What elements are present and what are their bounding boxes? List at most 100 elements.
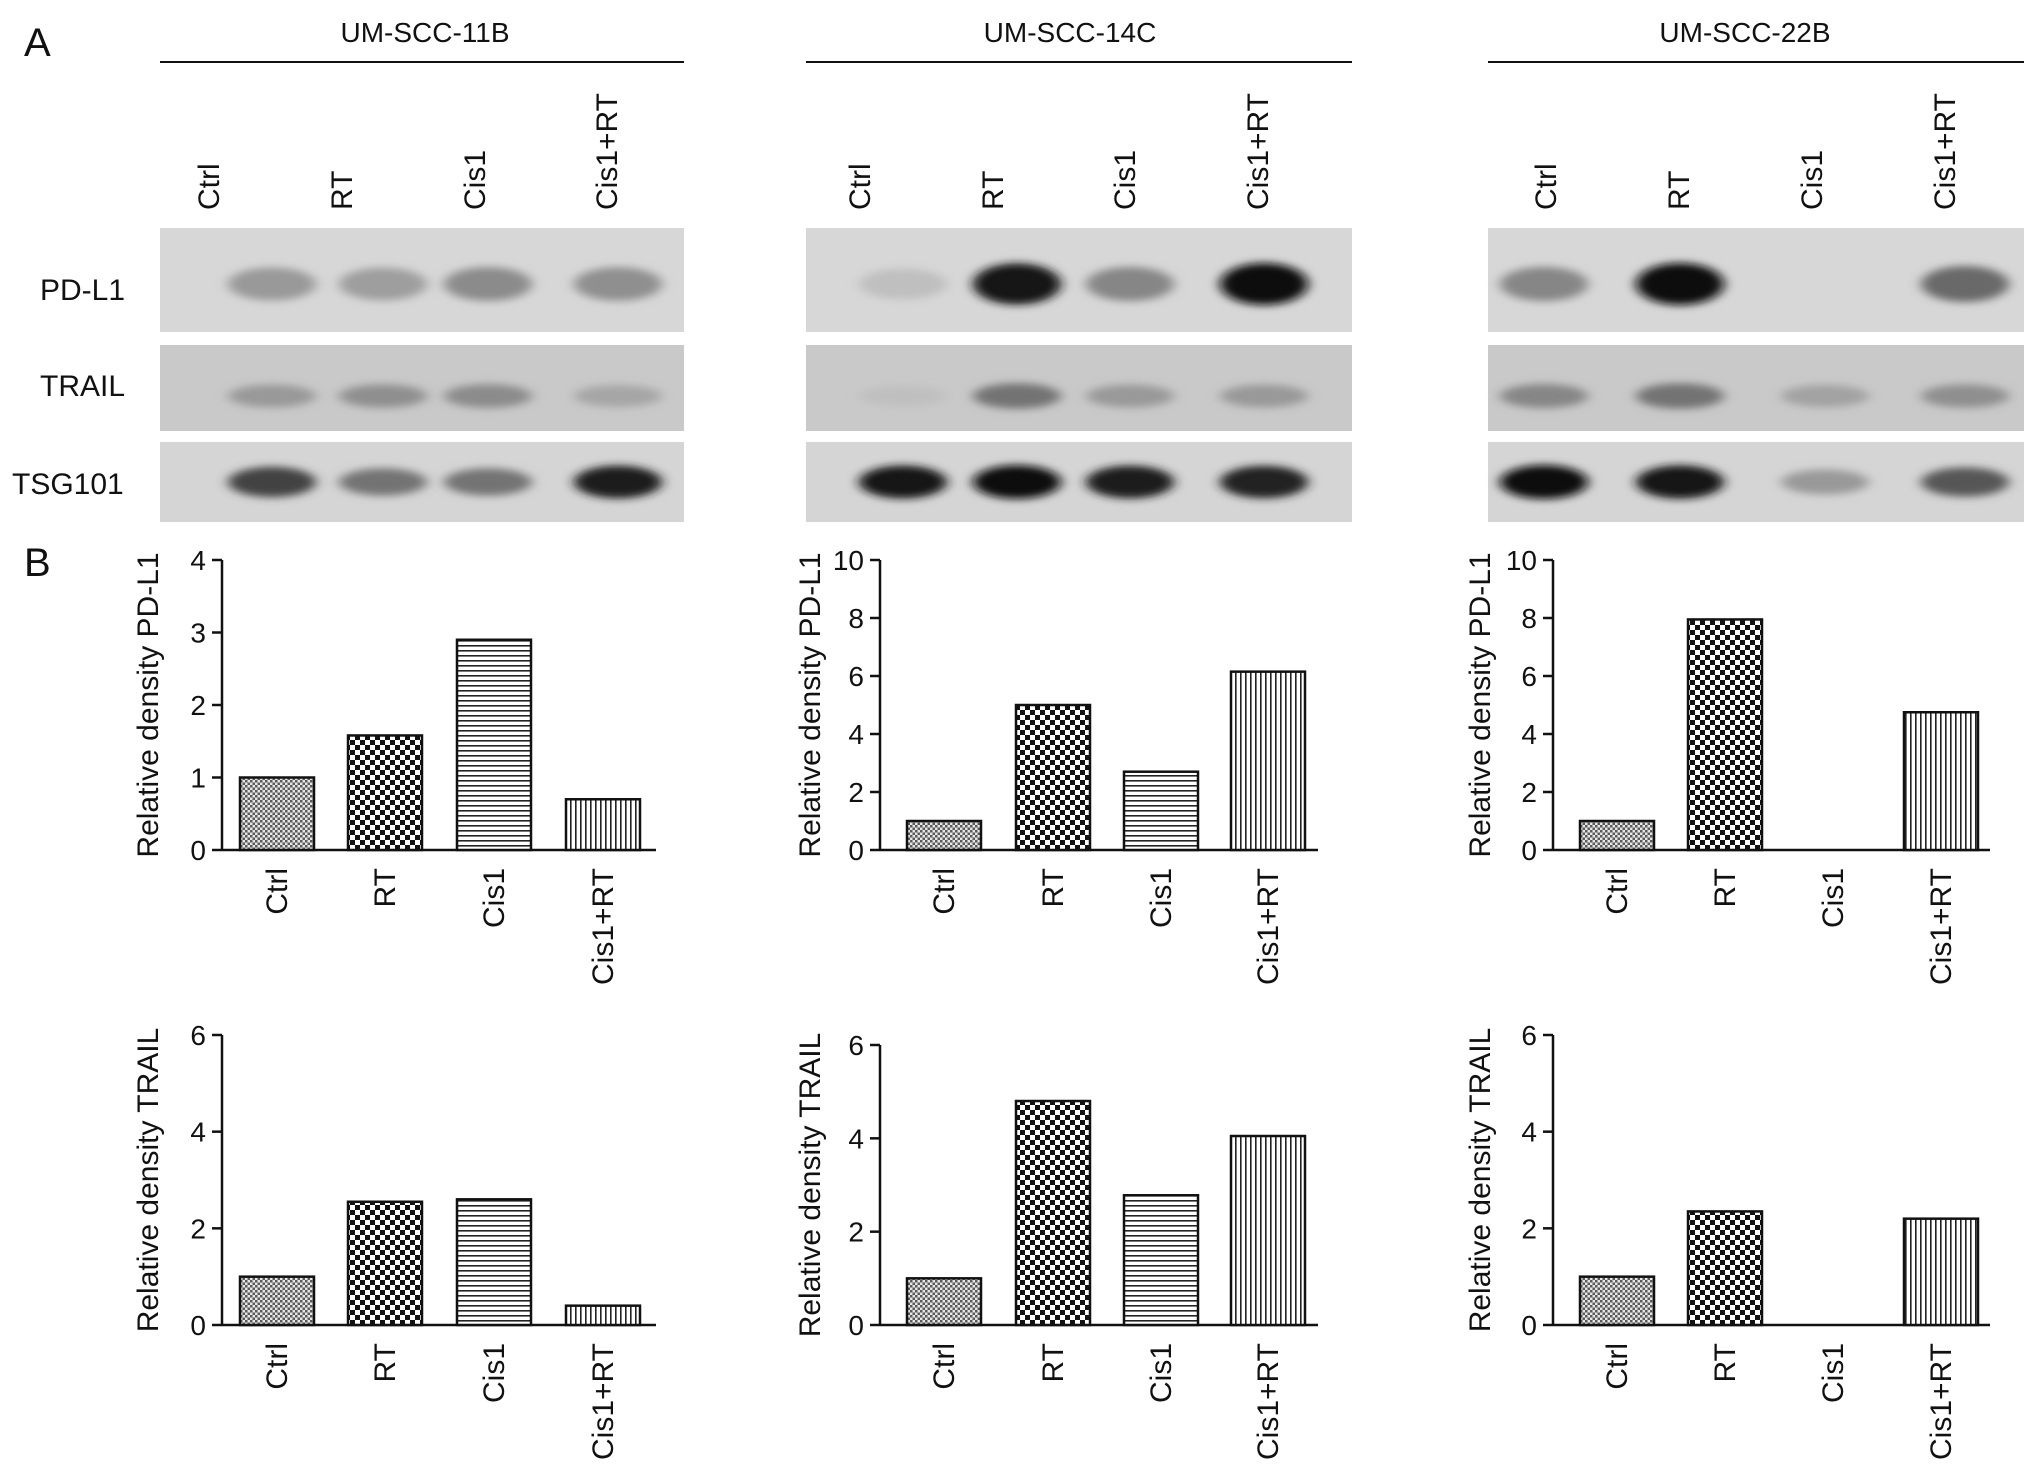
- x-tick-label: Cis1: [478, 1343, 511, 1403]
- cell-line-header: UM-SCC-22B: [1488, 17, 2024, 63]
- bar: [1014, 1099, 1092, 1327]
- lane-label: Cis1+RT: [591, 93, 624, 210]
- x-tick-label: Ctrl: [261, 868, 294, 915]
- y-tick-label: 2: [190, 690, 206, 721]
- y-tick-label: 8: [848, 603, 864, 634]
- y-tick-label: 4: [848, 1123, 864, 1154]
- x-tick-label: Ctrl: [928, 1343, 961, 1390]
- lane-label: Ctrl: [1530, 163, 1563, 210]
- bar: [1229, 1134, 1307, 1327]
- blot-strip: [1488, 345, 2024, 431]
- lane-label: Cis1: [459, 150, 492, 210]
- blot-lane-labels: Ctrl RT Cis1 Cis1+RT Ctrl RT Cis1 Cis1+R…: [193, 93, 1962, 210]
- bar: [346, 734, 424, 852]
- blot-row-label: TRAIL: [40, 370, 125, 403]
- x-tick-label: Ctrl: [1601, 868, 1634, 915]
- panel-a-label: A: [24, 21, 51, 65]
- bar: [1902, 1217, 1980, 1327]
- x-tick-label: Cis1+RT: [1925, 1343, 1958, 1460]
- x-tick-label: RT: [369, 1343, 402, 1382]
- blot-band: [574, 465, 662, 499]
- cell-line-header: UM-SCC-14C: [806, 17, 1352, 63]
- blot-row-label: TSG101: [12, 468, 124, 501]
- x-tick-label: RT: [1709, 868, 1742, 907]
- x-tick-label: Cis1+RT: [1925, 868, 1958, 985]
- y-axis-label: Relative density TRAIL: [132, 1028, 165, 1333]
- lane-label: Cis1+RT: [1242, 93, 1275, 210]
- x-tick-label: Cis1+RT: [587, 1343, 620, 1460]
- blot-strip: [806, 442, 1352, 522]
- y-tick-label: 8: [1521, 603, 1537, 634]
- blot-strip: [160, 442, 684, 522]
- bar: [346, 1200, 424, 1327]
- blot-band: [1220, 263, 1308, 305]
- bar-chart: 0 2 4 6 Relative density TRAIL Ctrl RT Cis1 Cis1…: [1464, 1020, 1990, 1460]
- blot-band: [444, 384, 532, 408]
- x-tick-label: Ctrl: [928, 868, 961, 915]
- bar: [1229, 670, 1307, 852]
- cell-line-title: UM-SCC-14C: [984, 17, 1157, 48]
- blot-band: [1220, 465, 1308, 499]
- blot-band: [339, 384, 427, 408]
- bar: [1122, 1194, 1200, 1327]
- x-tick-label: Cis1: [1817, 1343, 1850, 1403]
- blot-band: [1086, 266, 1174, 302]
- y-tick-label: 2: [1521, 777, 1537, 808]
- lane-label: RT: [977, 171, 1010, 210]
- lane-label: Cis1+RT: [1929, 93, 1962, 210]
- bar: [1686, 618, 1764, 852]
- y-tick-label: 0: [1521, 835, 1537, 866]
- bar: [238, 776, 316, 852]
- bar: [1686, 1210, 1764, 1327]
- x-tick-label: Ctrl: [1601, 1343, 1634, 1390]
- x-tick-label: RT: [1037, 1343, 1070, 1382]
- bar-chart: 0 2 4 6 Relative density TRAIL Ctrl RT Cis1 Cis1…: [132, 1020, 656, 1460]
- x-tick-label: Ctrl: [261, 1343, 294, 1390]
- blot-band: [574, 384, 662, 408]
- blot-band: [1086, 465, 1174, 499]
- blot-band: [1781, 384, 1869, 408]
- blot-band: [1086, 384, 1174, 408]
- bar-charts: 0 1 2 3 4 Relative density PD-L1 Ctrl RT Cis1 Cis…: [132, 545, 1990, 1460]
- blot-band: [1636, 465, 1724, 499]
- blot-band: [859, 385, 947, 407]
- blot-band: [973, 383, 1061, 409]
- y-axis-label: Relative density TRAIL: [794, 1033, 827, 1338]
- y-tick-label: 0: [848, 835, 864, 866]
- bar: [1578, 1275, 1656, 1327]
- bar: [238, 1275, 316, 1327]
- lane-label: Cis1: [1796, 150, 1829, 210]
- blot-band: [228, 466, 316, 498]
- bar: [905, 819, 983, 852]
- y-tick-label: 4: [190, 1117, 206, 1148]
- lane-label: Ctrl: [193, 163, 226, 210]
- x-tick-label: Cis1+RT: [1252, 1343, 1285, 1460]
- y-tick-label: 6: [1521, 1020, 1537, 1051]
- x-tick-label: RT: [1709, 1343, 1742, 1382]
- y-tick-label: 0: [190, 1310, 206, 1341]
- x-tick-label: Cis1: [1145, 868, 1178, 928]
- blot-band: [859, 465, 947, 499]
- blot-band: [1500, 383, 1588, 409]
- bar: [455, 638, 533, 852]
- western-blot-strips: [160, 228, 2024, 522]
- y-tick-label: 2: [190, 1213, 206, 1244]
- y-tick-label: 2: [848, 1217, 864, 1248]
- y-tick-label: 0: [1521, 1310, 1537, 1341]
- blot-row-label: PD-L1: [40, 274, 125, 307]
- y-tick-label: 0: [848, 1310, 864, 1341]
- panel-b-label: B: [24, 541, 51, 585]
- x-tick-label: RT: [1037, 868, 1070, 907]
- blot-band: [228, 267, 316, 301]
- cell-line-title: UM-SCC-11B: [340, 17, 509, 48]
- blot-band: [1921, 266, 2009, 302]
- bar: [1902, 711, 1980, 852]
- blot-band: [1500, 465, 1588, 499]
- y-tick-label: 10: [1506, 545, 1537, 576]
- blot-band: [339, 267, 427, 301]
- blot-band: [228, 384, 316, 408]
- y-tick-label: 2: [848, 777, 864, 808]
- bar: [905, 1277, 983, 1327]
